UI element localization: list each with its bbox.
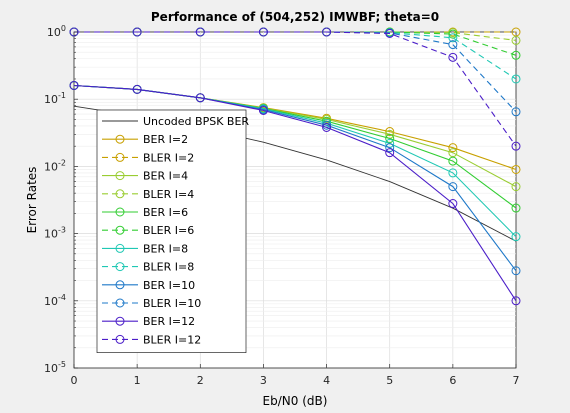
y-tick-base: 10 bbox=[44, 93, 58, 106]
legend-entry-label: BLER I=2 bbox=[143, 151, 194, 164]
y-axis-label: Error Rates bbox=[25, 167, 39, 234]
legend-entry-label: BER I=2 bbox=[143, 133, 188, 146]
legend: Uncoded BPSK BER BER I=2 BLER I=2 BER I=4 BL… bbox=[97, 110, 249, 353]
y-tick-exponent: -1 bbox=[58, 91, 66, 100]
y-tick-exponent: -5 bbox=[58, 360, 66, 369]
y-tick-exponent: -4 bbox=[58, 293, 66, 302]
legend-entry-label: BER I=4 bbox=[143, 170, 188, 183]
y-tick-base: 10 bbox=[44, 228, 58, 241]
x-tick-label: 6 bbox=[449, 374, 456, 387]
legend-entry-label: BER I=12 bbox=[143, 315, 195, 328]
legend-entry-label: BER I=10 bbox=[143, 279, 195, 292]
legend-entry-label: BER I=8 bbox=[143, 242, 188, 255]
x-tick-label: 1 bbox=[134, 374, 141, 387]
legend-entry-label: BLER I=12 bbox=[143, 333, 201, 346]
legend-entry-label: BER I=6 bbox=[143, 206, 188, 219]
y-tick-exponent: -3 bbox=[58, 226, 66, 235]
x-tick-label: 2 bbox=[197, 374, 204, 387]
x-tick-label: 7 bbox=[513, 374, 520, 387]
chart-title: Performance of (504,252) IMWBF; theta=0 bbox=[151, 10, 439, 24]
y-tick-base: 10 bbox=[44, 160, 58, 173]
legend-entry-label: BLER I=4 bbox=[143, 188, 194, 201]
legend-entry-label: BLER I=6 bbox=[143, 224, 194, 237]
y-tick-base: 10 bbox=[44, 362, 58, 375]
y-tick-exponent: -2 bbox=[58, 158, 66, 167]
y-tick-exponent: 0 bbox=[61, 24, 66, 33]
x-tick-label: 5 bbox=[386, 374, 393, 387]
y-tick-base: 10 bbox=[44, 295, 58, 308]
legend-entry-label: Uncoded BPSK BER bbox=[143, 115, 249, 128]
x-tick-label: 3 bbox=[260, 374, 267, 387]
legend-entry-label: BLER I=8 bbox=[143, 261, 194, 274]
x-tick-label: 4 bbox=[323, 374, 330, 387]
x-tick-label: 0 bbox=[71, 374, 78, 387]
x-axis-label: Eb/N0 (dB) bbox=[263, 394, 328, 408]
y-tick-base: 10 bbox=[47, 26, 61, 39]
legend-entry-label: BLER I=10 bbox=[143, 297, 201, 310]
